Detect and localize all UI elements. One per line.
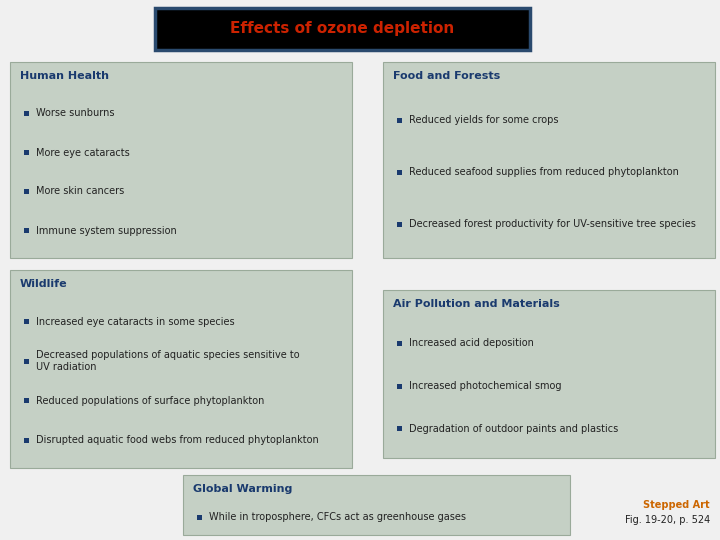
FancyBboxPatch shape bbox=[397, 170, 402, 174]
Text: Increased photochemical smog: Increased photochemical smog bbox=[409, 381, 562, 391]
Text: Wildlife: Wildlife bbox=[20, 279, 68, 289]
Text: Immune system suppression: Immune system suppression bbox=[36, 226, 176, 235]
Text: Decreased forest productivity for UV-sensitive tree species: Decreased forest productivity for UV-sen… bbox=[409, 219, 696, 229]
FancyBboxPatch shape bbox=[397, 383, 402, 388]
Text: Disrupted aquatic food webs from reduced phytoplankton: Disrupted aquatic food webs from reduced… bbox=[36, 435, 319, 445]
FancyBboxPatch shape bbox=[383, 290, 715, 458]
Text: Decreased populations of aquatic species sensitive to
UV radiation: Decreased populations of aquatic species… bbox=[36, 350, 300, 372]
FancyBboxPatch shape bbox=[24, 228, 29, 233]
Text: Effects of ozone depletion: Effects of ozone depletion bbox=[230, 22, 454, 37]
FancyBboxPatch shape bbox=[24, 111, 29, 116]
FancyBboxPatch shape bbox=[24, 189, 29, 194]
FancyBboxPatch shape bbox=[10, 62, 352, 258]
FancyBboxPatch shape bbox=[10, 270, 352, 468]
Text: Increased eye cataracts in some species: Increased eye cataracts in some species bbox=[36, 317, 235, 327]
FancyBboxPatch shape bbox=[183, 475, 570, 535]
Text: Reduced yields for some crops: Reduced yields for some crops bbox=[409, 115, 559, 125]
Text: Degradation of outdoor paints and plastics: Degradation of outdoor paints and plasti… bbox=[409, 424, 618, 434]
Text: Fig. 19-20, p. 524: Fig. 19-20, p. 524 bbox=[625, 515, 710, 525]
FancyBboxPatch shape bbox=[155, 8, 530, 50]
Text: Increased acid deposition: Increased acid deposition bbox=[409, 339, 534, 348]
Text: Human Health: Human Health bbox=[20, 71, 109, 81]
Text: Worse sunburns: Worse sunburns bbox=[36, 109, 114, 118]
FancyBboxPatch shape bbox=[397, 341, 402, 346]
Text: More eye cataracts: More eye cataracts bbox=[36, 147, 130, 158]
FancyBboxPatch shape bbox=[24, 438, 29, 443]
FancyBboxPatch shape bbox=[397, 426, 402, 431]
Text: Reduced seafood supplies from reduced phytoplankton: Reduced seafood supplies from reduced ph… bbox=[409, 167, 679, 177]
FancyBboxPatch shape bbox=[24, 150, 29, 155]
FancyBboxPatch shape bbox=[24, 319, 29, 324]
FancyBboxPatch shape bbox=[397, 118, 402, 123]
FancyBboxPatch shape bbox=[397, 221, 402, 226]
FancyBboxPatch shape bbox=[383, 62, 715, 258]
Text: While in troposphere, CFCs act as greenhouse gases: While in troposphere, CFCs act as greenh… bbox=[209, 512, 466, 522]
FancyBboxPatch shape bbox=[197, 515, 202, 519]
Text: More skin cancers: More skin cancers bbox=[36, 186, 125, 197]
Text: Global Warming: Global Warming bbox=[193, 484, 292, 494]
Text: Stepped Art: Stepped Art bbox=[644, 500, 710, 510]
Text: Food and Forests: Food and Forests bbox=[393, 71, 500, 81]
FancyBboxPatch shape bbox=[24, 399, 29, 403]
Text: Air Pollution and Materials: Air Pollution and Materials bbox=[393, 299, 559, 309]
FancyBboxPatch shape bbox=[24, 359, 29, 364]
Text: Reduced populations of surface phytoplankton: Reduced populations of surface phytoplan… bbox=[36, 396, 264, 406]
